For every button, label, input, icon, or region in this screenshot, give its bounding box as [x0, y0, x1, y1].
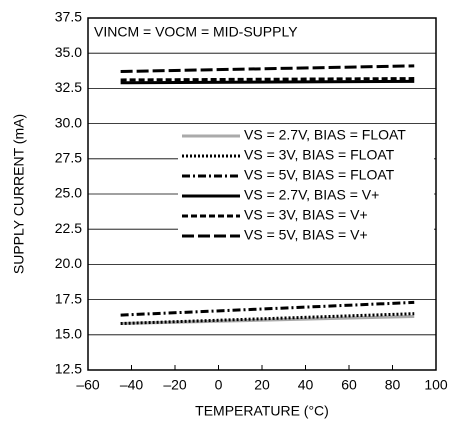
x-tick-label: –40: [120, 377, 144, 393]
y-tick-label: 12.5: [55, 361, 82, 377]
x-axis-label: TEMPERATURE (°C): [195, 403, 329, 419]
legend-label: VS = 3V, BIAS = FLOAT: [244, 147, 395, 163]
annotation: VINCM = VOCM = MID-SUPPLY: [94, 24, 298, 40]
legend-label: VS = 5V, BIAS = V+: [244, 227, 368, 243]
legend-label: VS = 3V, BIAS = V+: [244, 207, 368, 223]
y-tick-label: 37.5: [55, 9, 82, 25]
x-tick-label: 100: [424, 377, 448, 393]
y-tick-label: 20.0: [55, 255, 82, 271]
y-tick-label: 35.0: [55, 44, 82, 60]
series-line: [120, 312, 415, 326]
x-tick-label: –20: [163, 377, 187, 393]
series-line: [120, 77, 415, 82]
y-tick-label: 30.0: [55, 114, 82, 130]
y-tick-label: 15.0: [55, 326, 82, 342]
y-tick-label: 27.5: [55, 150, 82, 166]
legend-label: VS = 5V, BIAS = FLOAT: [244, 167, 395, 183]
x-tick-label: 80: [385, 377, 401, 393]
y-tick-label: 25.0: [55, 185, 82, 201]
y-tick-label: 17.5: [55, 290, 82, 306]
series-line: [120, 64, 415, 74]
series-line: [120, 300, 415, 317]
y-axis-label: SUPPLY CURRENT (mA): [11, 114, 27, 274]
annotation-box: [89, 19, 321, 47]
x-tick-label: 20: [254, 377, 270, 393]
legend-box: [178, 124, 434, 248]
x-tick-label: 40: [298, 377, 314, 393]
legend-label: VS = 2.7V, BIAS = V+: [244, 187, 379, 203]
x-tick-label: 0: [215, 377, 223, 393]
x-tick-label: –60: [76, 377, 100, 393]
y-tick-label: 32.5: [55, 79, 82, 95]
series-line: [120, 79, 415, 85]
x-tick-label: 60: [341, 377, 357, 393]
y-tick-label: 22.5: [55, 220, 82, 236]
legend-label: VS = 2.7V, BIAS = FLOAT: [244, 127, 406, 143]
